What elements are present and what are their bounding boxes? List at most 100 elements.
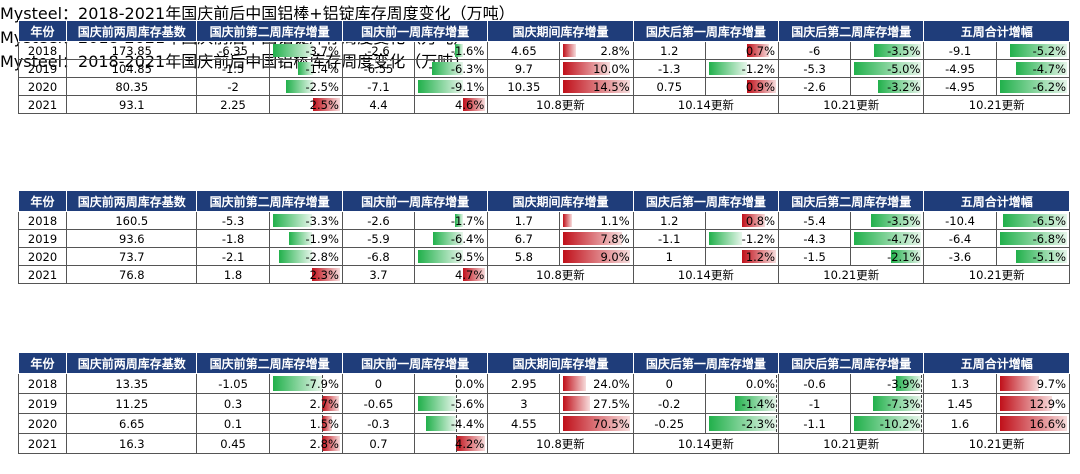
cell: -2.6 <box>341 41 416 60</box>
data-bar <box>895 376 922 391</box>
cell: 10.8更新 <box>487 433 634 454</box>
cell-text: -2.6 <box>803 79 826 94</box>
cell-text: 2021 <box>27 97 58 112</box>
cell-text: -5.9 <box>367 231 390 246</box>
data-bar <box>1016 250 1067 263</box>
cell-text: -6.55 <box>363 61 394 76</box>
cell: -9.5% <box>414 247 489 266</box>
data-bar <box>418 396 457 411</box>
data-bar <box>1002 214 1067 227</box>
cell: 2.3% <box>268 265 343 284</box>
header-row: 年份 国庆前两周库存基数 国庆前第二周库存增量 国庆前一周库存增量 国庆期间库存增量 国庆… <box>17 352 1070 374</box>
data-row: 2021 16.3 0.45 2.8% 0.7 4.2% 10.8更新 10.14更新 10.2… <box>17 433 1070 454</box>
cell-text: 104.85 <box>111 61 152 76</box>
bar-axis <box>322 375 324 392</box>
header-cell: 国庆前一周库存增量 <box>341 20 489 42</box>
cell-text: -5.3 <box>221 213 245 228</box>
cell: -5.6% <box>414 393 489 414</box>
cell: -1.4% <box>704 393 780 414</box>
cell-text: -1.05 <box>218 376 248 391</box>
cell: -3.5% <box>850 211 925 230</box>
data-row: 2019 104.85 -1.5 -1.4% -6.55 -6.3% 9.7 10.0% -1.… <box>17 59 1071 78</box>
cell-text: 2.8% <box>309 436 339 451</box>
cell-text: 1.3 <box>950 376 970 391</box>
cell-text: 16.6% <box>1029 416 1066 431</box>
cell: 1.45 <box>923 393 997 414</box>
cell: 0.9% <box>704 77 780 96</box>
bar-axis <box>456 415 458 432</box>
cell: -5.2% <box>995 41 1071 60</box>
cell-text: 0.8% <box>745 213 776 228</box>
cell-text: -1.3 <box>658 61 681 76</box>
cell-text: -6.4 <box>948 231 972 246</box>
cell-text: -9.1 <box>948 43 972 58</box>
cell: 16.3 <box>66 433 198 454</box>
data-row: 2018 160.5 -5.3 -3.3% -2.6 -1.7% 1.7 1.1% 1.2 0.8… <box>17 211 1071 230</box>
cell-text: -5.3 <box>803 61 826 76</box>
cell: 80.35 <box>66 77 198 96</box>
data-row: 2019 11.25 0.3 2.7% -0.65 -5.6% 3 27.5% -0.2 -1.4… <box>17 393 1071 414</box>
data-bar <box>854 62 922 75</box>
data-bar <box>878 80 922 93</box>
cell-text: 0.9% <box>745 79 776 94</box>
cell-text: -4.3 <box>803 231 826 246</box>
cell: -4.95 <box>923 59 997 78</box>
cell-text: 6.7 <box>514 231 533 246</box>
cell: -1.6% <box>414 41 489 60</box>
cell-text: 0.1 <box>223 416 243 431</box>
cell: 9.7% <box>995 373 1071 394</box>
cell-text: 3 <box>520 396 528 411</box>
cell: 0.7 <box>341 433 416 454</box>
cell: -6.2% <box>995 77 1071 96</box>
data-bar <box>563 396 590 411</box>
cell: 0.0% <box>414 373 489 394</box>
data-bar <box>289 232 313 245</box>
cell-text: -0.6 <box>803 376 826 391</box>
data-row: 2019 93.6 -1.8 -1.9% -5.9 -6.4% 6.7 7.8% -1.1 -1.… <box>17 229 1071 248</box>
cell-text: 73.7 <box>119 249 145 264</box>
cell-text: 1.2% <box>745 249 776 264</box>
cell-text: -0.3 <box>367 416 390 431</box>
header-cell: 国庆后第二周库存增量 <box>778 352 925 374</box>
cell: -5.0% <box>850 59 925 78</box>
cell-text: 9.7% <box>1036 376 1066 391</box>
data-row: 2018 173.85 -6.35 -3.7% -2.6 -1.6% 4.65 2.8% 1.2… <box>17 41 1071 60</box>
cell-text: -7.9% <box>305 376 339 391</box>
cell-text: 10.8更新 <box>536 436 585 451</box>
cell: -2.3% <box>704 413 780 434</box>
cell: -4.4% <box>414 413 489 434</box>
cell: -1.2% <box>704 59 780 78</box>
cell-text: 9.7 <box>514 61 533 76</box>
cell: 1.5% <box>268 413 343 434</box>
cell: -1 <box>778 393 852 414</box>
header-cell: 国庆前第二周库存增量 <box>196 190 343 212</box>
data-bar <box>462 268 486 281</box>
cell: 10.0% <box>559 59 634 78</box>
cell-text: -1.2% <box>741 61 776 76</box>
cell-text: -1.1 <box>803 416 826 431</box>
cell: -6.5% <box>995 211 1071 230</box>
cell: -4.3 <box>778 229 852 248</box>
cell: 4.4 <box>341 95 416 114</box>
data-bar <box>272 44 313 57</box>
data-bar <box>891 250 922 263</box>
cell-text: -6.2% <box>1032 79 1066 94</box>
data-bar <box>418 80 463 93</box>
data-bar <box>454 44 463 57</box>
header-cell: 国庆前两周库存基数 <box>66 190 198 212</box>
cell-text: 2020 <box>27 416 58 431</box>
cell-text: 10.35 <box>507 79 541 94</box>
bar-axis <box>921 395 923 412</box>
cell-text: 10.8更新 <box>536 97 585 112</box>
cell-text: -9.5% <box>450 249 485 264</box>
cell-text: 1.1% <box>600 213 630 228</box>
cell-text: 9.0% <box>600 249 630 264</box>
cell-text: -9.1% <box>450 79 485 94</box>
header-cell: 年份 <box>17 20 68 42</box>
cell: -5.9 <box>341 229 416 248</box>
cell: 13.35 <box>66 373 198 394</box>
cell: -7.9% <box>268 373 343 394</box>
cell-text: 0.45 <box>220 436 246 451</box>
cell-text: -5.0% <box>887 61 921 76</box>
cell: 1.2% <box>704 247 780 266</box>
